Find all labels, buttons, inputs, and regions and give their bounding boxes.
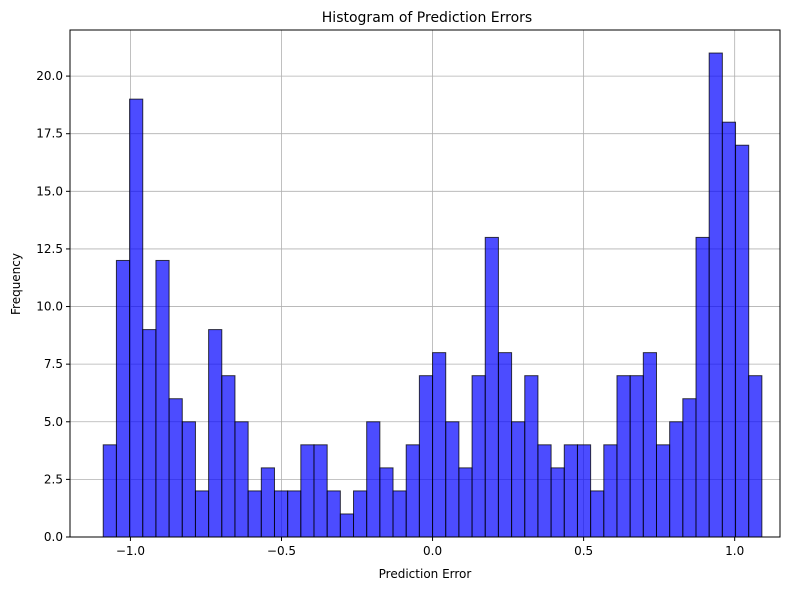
histogram-bar	[616, 375, 631, 538]
histogram-bar	[695, 236, 710, 538]
histogram-bar	[497, 352, 513, 538]
histogram-bar	[208, 329, 223, 538]
histogram-bar	[748, 375, 763, 538]
histogram-bar	[181, 421, 196, 538]
histogram-bar	[524, 375, 539, 538]
histogram-bar	[379, 467, 394, 538]
x-axis-label: Prediction Error	[379, 567, 472, 581]
histogram-bar	[550, 467, 565, 538]
histogram-bar	[405, 444, 420, 538]
histogram-bar	[366, 421, 381, 538]
histogram-bar	[287, 490, 302, 538]
histogram-bar	[484, 236, 499, 538]
histogram-bar	[300, 444, 315, 538]
x-tick-label: 0.0	[423, 544, 442, 558]
histogram-bar	[234, 421, 249, 538]
histogram-bar	[669, 421, 684, 538]
histogram-bar	[642, 352, 657, 538]
histogram-bar	[721, 121, 737, 538]
histogram-bar	[563, 444, 578, 538]
histogram-bar	[353, 490, 368, 538]
histogram-bar	[168, 398, 183, 538]
y-axis-ticks: 0.0 2.5 5.0 7.5 10.0 12.5 15.0 17.5 20.0	[36, 69, 70, 544]
histogram-bar	[247, 490, 262, 538]
histogram-bar	[511, 421, 526, 538]
y-axis-label: Frequency	[9, 253, 23, 315]
histogram-bar	[194, 490, 210, 538]
y-tick-label: 12.5	[36, 242, 63, 256]
histogram-bar	[708, 52, 723, 538]
histogram-bar	[576, 444, 592, 538]
y-tick-label: 15.0	[36, 184, 63, 198]
histogram-bar	[445, 421, 460, 538]
x-tick-label: 0.5	[574, 544, 593, 558]
histogram-bar	[735, 144, 750, 538]
histogram-bar	[418, 375, 434, 538]
plot-area-frame	[69, 29, 781, 538]
histogram-bar	[129, 98, 144, 538]
histogram-bar	[392, 490, 407, 538]
histogram-bar	[313, 444, 328, 538]
histogram-bar	[221, 375, 236, 538]
chart-title: Histogram of Prediction Errors	[322, 10, 532, 26]
y-tick-label: 10.0	[36, 300, 63, 314]
histogram-bar	[155, 259, 170, 538]
histogram-bar	[260, 467, 275, 538]
histogram-bar	[537, 444, 552, 538]
x-axis-ticks: −1.0 −0.5 0.0 0.5 1.0	[116, 537, 744, 558]
y-tick-label: 0.0	[44, 530, 63, 544]
histogram-bar	[682, 398, 697, 538]
histogram-bar	[339, 513, 355, 538]
x-tick-label: −0.5	[267, 544, 296, 558]
histogram-bar	[655, 444, 671, 538]
y-tick-label: 5.0	[44, 415, 63, 429]
y-tick-label: 20.0	[36, 69, 63, 83]
x-tick-label: 1.0	[725, 544, 744, 558]
histogram-bar	[432, 352, 447, 538]
histogram-bar	[115, 259, 131, 538]
histogram-bar	[142, 329, 157, 538]
y-tick-label: 2.5	[44, 472, 63, 486]
histogram-bar	[102, 444, 117, 538]
histogram-bar	[458, 467, 473, 538]
histogram-bar	[603, 444, 618, 538]
x-tick-label: −1.0	[116, 544, 145, 558]
histogram-bar	[273, 490, 289, 538]
y-tick-label: 17.5	[36, 127, 63, 141]
histogram-bar	[471, 375, 486, 538]
y-tick-label: 7.5	[44, 357, 63, 371]
histogram-bar	[629, 375, 644, 538]
histogram-bar	[590, 490, 605, 538]
histogram-bar	[326, 490, 341, 538]
